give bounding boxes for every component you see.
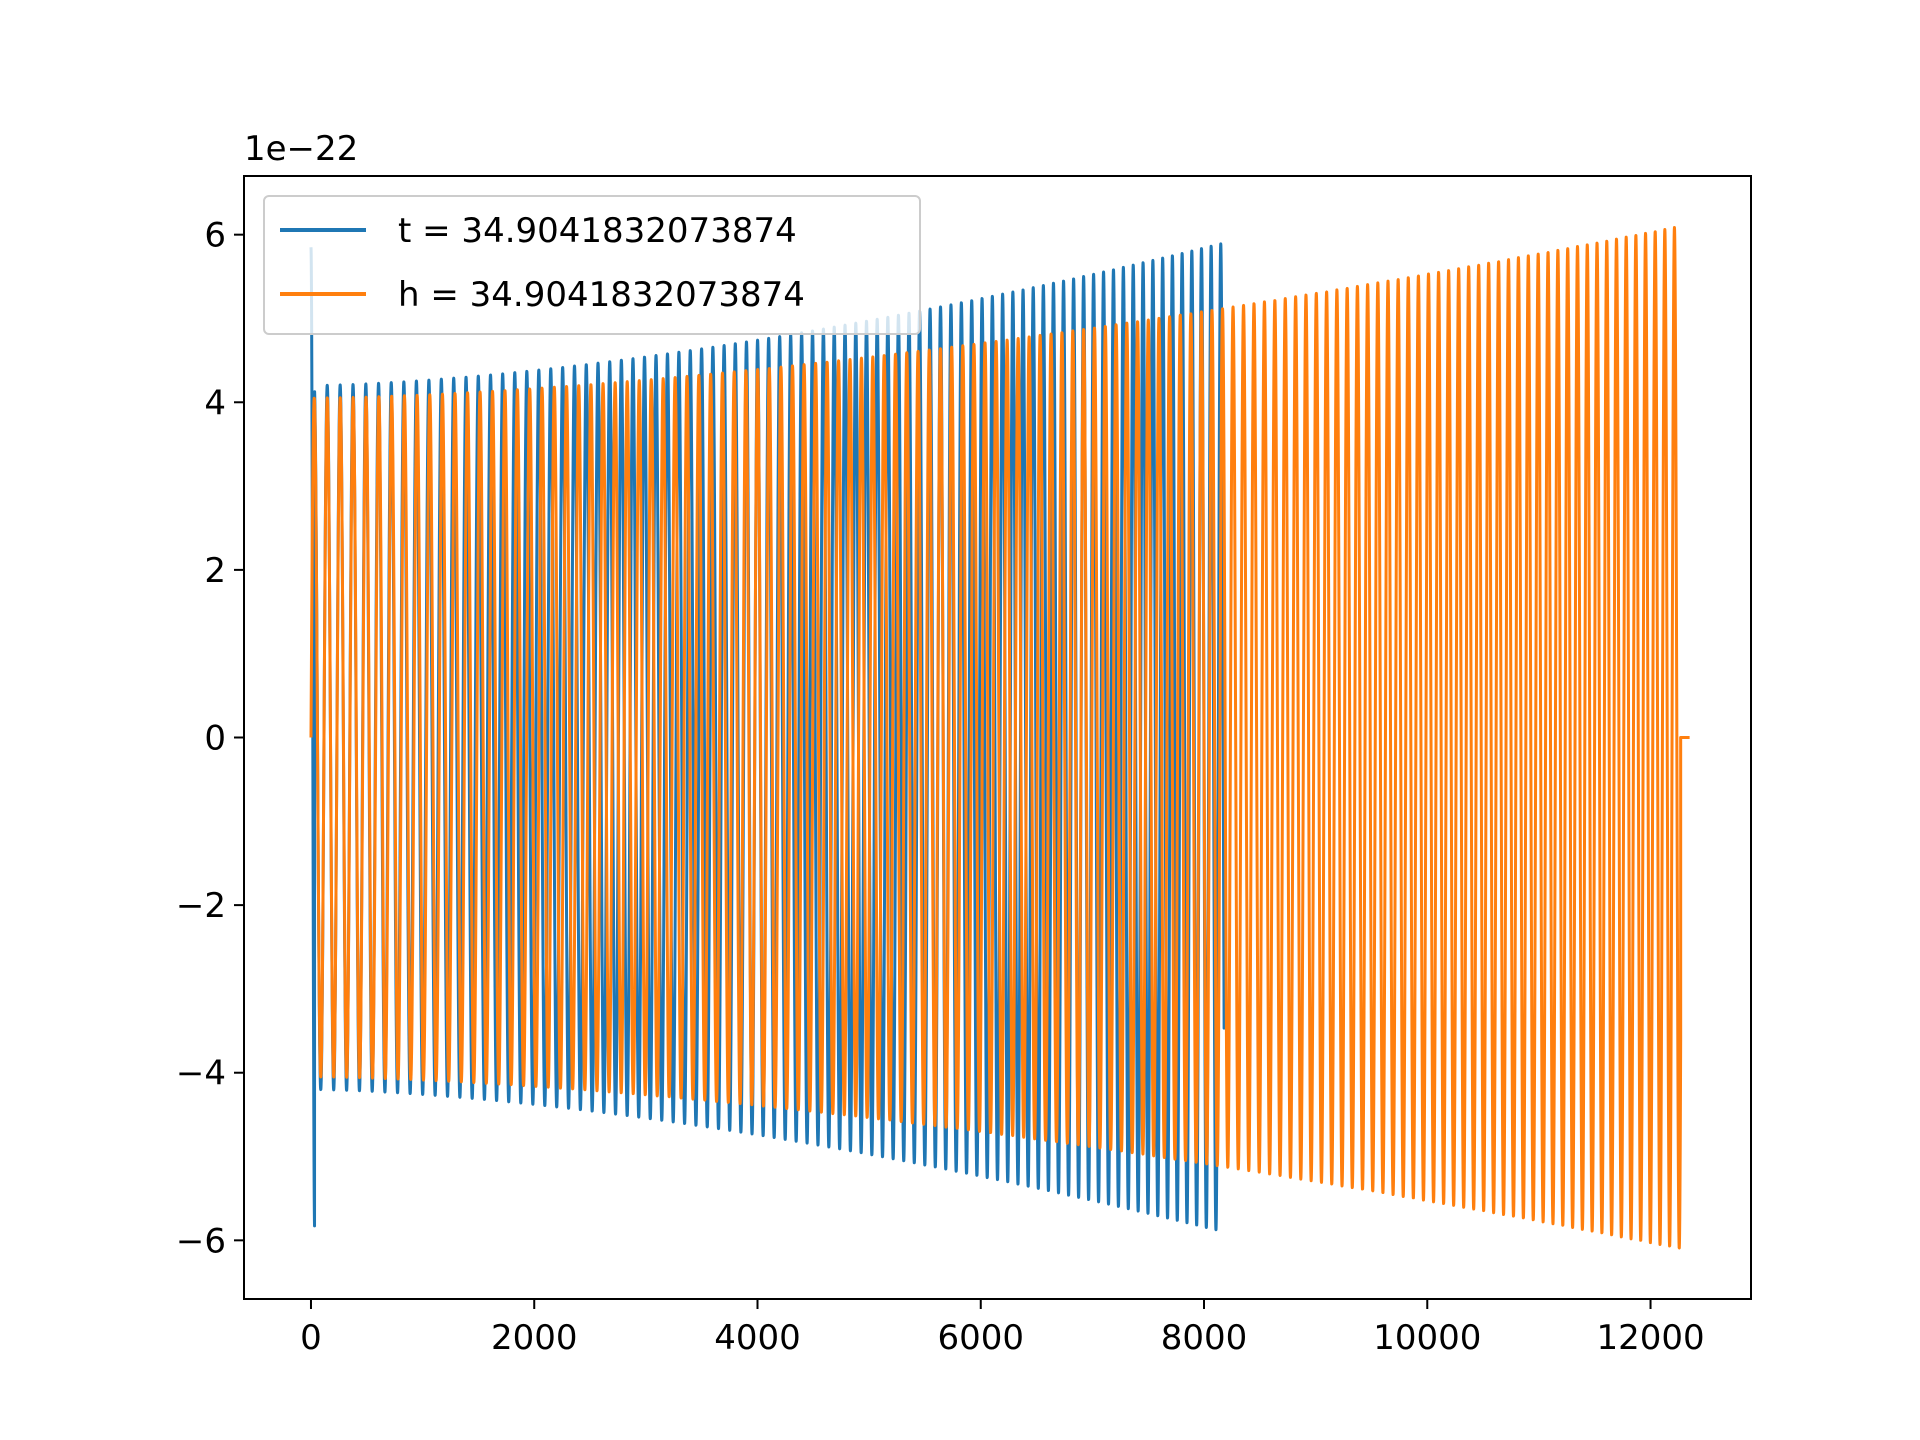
series-layer (309, 226, 1690, 1250)
x-tick-label: 4000 (714, 1318, 801, 1358)
legend-label: h = 34.9041832073874 (398, 275, 805, 315)
y-tick-label: 6 (204, 216, 226, 256)
y-axis: −6 −4 −2 0 2 4 6 (176, 216, 244, 1261)
y-tick-label: −2 (176, 886, 226, 926)
y-tick-label: −6 (176, 1221, 226, 1261)
x-tick-label: 0 (300, 1318, 322, 1358)
legend-label: t = 34.9041832073874 (398, 211, 797, 251)
legend: t = 34.9041832073874 h = 34.9041832073874 (263, 195, 921, 335)
axis-offset-label: 1e−22 (244, 129, 358, 169)
x-tick-label: 2000 (491, 1318, 578, 1358)
x-tick-label: 12000 (1596, 1318, 1704, 1358)
series-line-h (309, 226, 1690, 1250)
legend-box (263, 195, 921, 335)
x-tick-label: 8000 (1161, 1318, 1248, 1358)
y-tick-label: 4 (204, 383, 226, 423)
x-axis: 0 2000 4000 6000 8000 10000 12000 (300, 1299, 1705, 1358)
y-tick-label: −4 (176, 1054, 226, 1094)
x-tick-label: 10000 (1373, 1318, 1481, 1358)
y-tick-label: 2 (204, 551, 226, 591)
y-tick-label: 0 (204, 719, 226, 759)
x-tick-label: 6000 (937, 1318, 1024, 1358)
